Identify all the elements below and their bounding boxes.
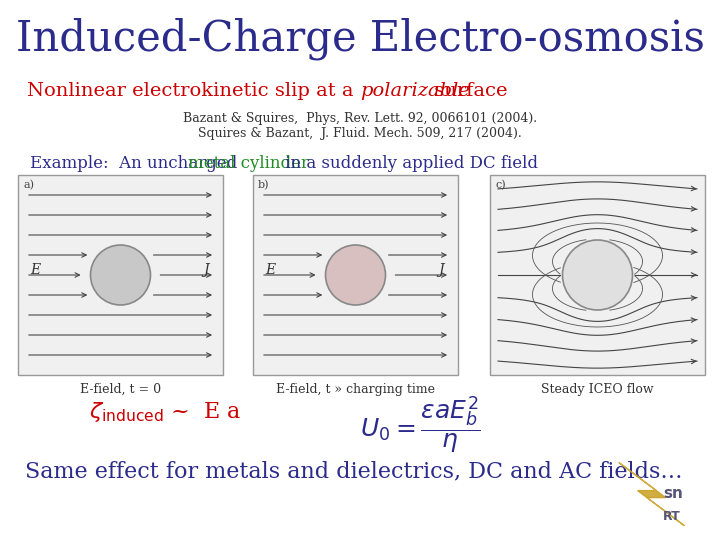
Text: Steady ICEO flow: Steady ICEO flow — [541, 383, 654, 396]
Text: Induced-Charge Electro-osmosis: Induced-Charge Electro-osmosis — [16, 18, 704, 60]
Circle shape — [325, 245, 385, 305]
Text: J: J — [203, 263, 209, 277]
Text: sn: sn — [663, 485, 683, 501]
Text: E-field, t » charging time: E-field, t » charging time — [276, 383, 435, 396]
Text: b): b) — [258, 180, 269, 190]
Text: Nonlinear electrokinetic slip at a: Nonlinear electrokinetic slip at a — [27, 82, 360, 100]
Text: in a suddenly applied DC field: in a suddenly applied DC field — [280, 155, 538, 172]
Text: J: J — [438, 263, 444, 277]
Bar — [253, 175, 458, 375]
Text: Squires & Bazant,  J. Fluid. Mech. 509, 217 (2004).: Squires & Bazant, J. Fluid. Mech. 509, 2… — [198, 127, 522, 140]
Text: E: E — [30, 263, 40, 277]
Bar — [18, 175, 223, 375]
Polygon shape — [618, 462, 684, 526]
Text: polarizable: polarizable — [360, 82, 470, 100]
Circle shape — [91, 245, 150, 305]
Text: Bazant & Squires,  Phys, Rev. Lett. 92, 0066101 (2004).: Bazant & Squires, Phys, Rev. Lett. 92, 0… — [183, 112, 537, 125]
Bar — [490, 175, 705, 375]
Text: metal cylinder: metal cylinder — [188, 155, 309, 172]
Text: E-field, t = 0: E-field, t = 0 — [80, 383, 161, 396]
Text: Same effect for metals and dielectrics, DC and AC fields…: Same effect for metals and dielectrics, … — [25, 460, 683, 482]
Text: a): a) — [23, 180, 34, 190]
Circle shape — [562, 240, 632, 310]
Text: $U_0 = \dfrac{\varepsilon a E_b^2}{\eta}$: $U_0 = \dfrac{\varepsilon a E_b^2}{\eta}… — [359, 395, 480, 456]
Text: $\zeta_{\rm induced}$ ~  E a: $\zeta_{\rm induced}$ ~ E a — [89, 400, 241, 424]
Text: c): c) — [495, 180, 505, 190]
Text: surface: surface — [428, 82, 508, 100]
Text: RT: RT — [663, 510, 680, 523]
Text: Example:  An uncharged: Example: An uncharged — [30, 155, 243, 172]
Text: E: E — [265, 263, 275, 277]
